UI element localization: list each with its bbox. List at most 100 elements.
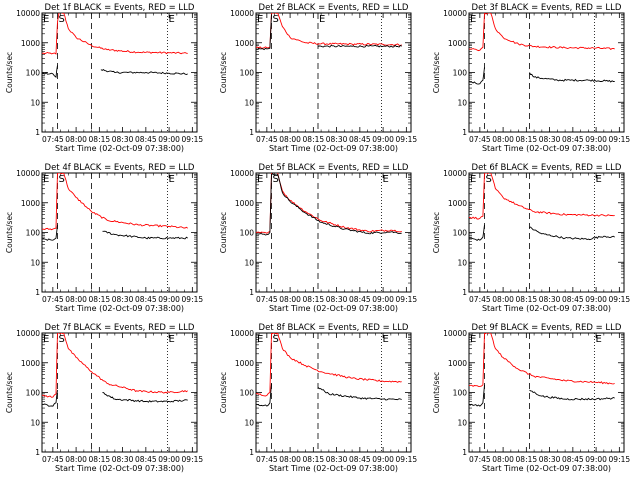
time-marker-label: E [383,174,389,185]
x-tick-label: 08:30 [539,455,561,464]
x-tick-label: 09:00 [158,135,180,144]
series-line-lld [469,333,615,387]
x-tick-label: 07:45 [469,295,491,304]
y-tick-label: 10 [457,418,467,427]
time-marker-label: E [257,14,263,25]
time-marker-label: E [169,14,175,25]
y-tick-label: 100 [240,69,255,78]
x-tick-label: 07:45 [469,455,491,464]
y-tick-label: 1 [462,288,467,297]
chart-panel-8: Det 8f BLACK = Events, RED = LLD 1 10 100 10… [219,323,417,473]
x-tick-label: 08:45 [562,295,584,304]
series-line-lld [256,333,402,397]
x-tick-label: 09:00 [585,295,607,304]
plot-frame [468,172,625,293]
x-tick-label: 08:45 [349,295,371,304]
x-tick-label: 08:45 [349,135,371,144]
x-tick-label: 09:00 [585,455,607,464]
x-tick-label: 08:30 [326,455,348,464]
x-tick-label: 08:15 [89,455,111,464]
series-line-lld [469,173,615,220]
x-tick-label: 09:00 [158,455,180,464]
chart-panel-6: Det 6f BLACK = Events, RED = LLD 1 10 100 10… [432,163,630,313]
x-tick-label: 08:15 [516,135,538,144]
y-tick-label: 10000 [230,329,254,338]
series-line-events [256,383,402,407]
panel-title: Det 8f BLACK = Events, RED = LLD [259,323,409,333]
y-tick-label: 1000 [21,39,40,48]
y-tick-label: 10000 [230,169,254,178]
x-tick-label: 08:00 [279,455,301,464]
y-tick-label: 100 [240,389,255,398]
panel-title: Det 1f BLACK = Events, RED = LLD [45,3,195,13]
x-tick-label: 08:00 [492,135,514,144]
y-tick-label: 10 [30,258,40,267]
y-tick-label: 10000 [16,329,40,338]
y-tick-label: 1000 [448,199,467,208]
series-line-events [469,384,615,407]
time-marker-label: E [169,334,175,345]
panel-title: Det 2f BLACK = Events, RED = LLD [259,3,409,13]
x-tick-label: 08:45 [135,455,157,464]
y-tick-label: 1 [35,128,40,137]
series-line-lld [42,13,188,55]
y-tick-label: 10 [244,418,254,427]
y-tick-label: 100 [453,229,468,238]
series-line-events [469,67,615,85]
x-tick-label: 08:15 [89,295,111,304]
time-marker-label: E [257,334,263,345]
x-tick-label: 09:00 [372,295,394,304]
x-tick-label: 08:15 [303,135,325,144]
series-line-lld [42,333,188,398]
y-tick-label: 1 [35,288,40,297]
time-marker-label: E [470,174,476,185]
time-marker-label: E [319,14,325,25]
time-marker-label: E [596,174,602,185]
time-marker-label: E [43,334,49,345]
chart-panel-1: Det 1f BLACK = Events, RED = LLD 1 10 100 10… [5,3,203,153]
y-axis-label: Counts/sec [432,212,441,253]
y-axis-label: Counts/sec [219,372,228,413]
y-axis-label: Counts/sec [5,212,14,253]
x-tick-label: 08:15 [303,295,325,304]
x-tick-label: 08:30 [326,295,348,304]
x-tick-label: 09:00 [372,135,394,144]
series-line-events [42,390,188,407]
x-tick-label: 09:15 [182,295,204,304]
x-tick-label: 09:00 [585,135,607,144]
x-tick-label: 08:00 [279,295,301,304]
y-tick-label: 1 [249,288,254,297]
x-tick-label: 08:45 [349,455,371,464]
x-tick-label: 09:00 [372,455,394,464]
x-tick-label: 09:15 [396,295,418,304]
y-tick-label: 10 [244,258,254,267]
x-tick-label: 08:45 [562,455,584,464]
x-axis-label: Start Time (02-Oct-09 07:38:00) [55,464,184,473]
x-tick-label: 09:15 [609,295,631,304]
time-marker-label: E [470,14,476,25]
x-tick-label: 08:15 [516,295,538,304]
chart-panel-9: Det 9f BLACK = Events, RED = LLD 1 10 100 10… [432,323,630,473]
y-tick-label: 100 [26,389,41,398]
x-tick-label: 08:30 [539,295,561,304]
y-tick-label: 10000 [16,169,40,178]
y-tick-label: 10 [244,98,254,107]
plot-frame [41,172,198,293]
panel-title: Det 4f BLACK = Events, RED = LLD [45,163,195,173]
y-tick-label: 1 [249,448,254,457]
panel-title: Det 9f BLACK = Events, RED = LLD [472,323,622,333]
x-tick-label: 08:30 [326,135,348,144]
y-tick-label: 10000 [443,169,467,178]
x-axis-label: Start Time (02-Oct-09 07:38:00) [55,144,184,153]
chart-panel-5: Det 5f BLACK = Events, RED = LLD 1 10 100 10… [219,163,417,313]
x-axis-label: Start Time (02-Oct-09 07:38:00) [269,304,398,313]
y-tick-label: 100 [453,69,468,78]
x-axis-label: Start Time (02-Oct-09 07:38:00) [482,304,611,313]
x-tick-label: 08:45 [135,295,157,304]
time-marker-label: S [486,174,492,185]
x-tick-label: 07:45 [469,135,491,144]
plot-frame [468,12,625,133]
time-marker-label: S [273,174,279,185]
x-tick-label: 08:30 [112,295,134,304]
